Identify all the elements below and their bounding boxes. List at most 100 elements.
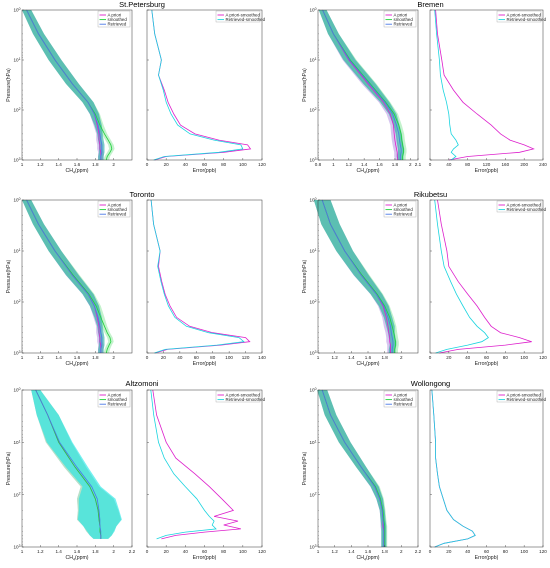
error-x-tick-label: 0 [429,549,432,554]
error-legend-label: A priori-smoothed [226,12,261,17]
station-title: Wollongong [411,379,450,388]
error-legend-label: Retrieved-smoothed [507,17,547,22]
error-line-apriori-smoothed [435,9,535,161]
profile-y-tick-label: 102 [13,492,20,498]
profile-x-tick-label: 1.4 [55,162,62,167]
error-x-tick-label: 20 [446,355,452,360]
error-legend-box [215,390,261,403]
profile-x-tick-label: 2.1 [415,162,422,167]
band-retrieved [318,10,405,160]
profile-x-tick-label: 1.2 [331,355,338,360]
profile-legend-label: smoothed [394,17,414,22]
profile-y-tick-label: 100 [309,387,316,393]
profile-y-tick-label: 100 [309,7,316,13]
station-title: Altzomoni [126,379,159,388]
profile-y-axis-label: Pressure(hPa) [302,68,308,102]
profile-y-tick-label: 103 [309,157,316,163]
station-panel-bremen: Bremen 0.8 1 1.2 1.4 1.6 1.8 2 2.1 100 101 102 103 CH… [302,0,547,174]
profile-x-tick-label: 1.4 [361,162,368,167]
profile-x-tick-label: 1.2 [37,549,44,554]
error-line-retrieved-smoothed [431,389,476,548]
profile-legend-label: Retrieved [394,212,413,217]
profile-y-axis-label: Pressure(hPa) [6,452,12,486]
profile-legend-label: A priori [394,12,408,17]
profile-legend-label: smoothed [394,397,414,402]
error-legend-label: A priori-smoothed [226,392,261,397]
profile-x-tick-label: 2 [400,355,403,360]
profile-x-tick-label: 1.2 [331,549,338,554]
error-x-tick-label: 40 [446,162,452,167]
line-retrieved [26,9,103,160]
error-x-tick-label: 100 [239,162,247,167]
profile-legend-label: A priori [108,202,122,207]
profile-y-tick-label: 102 [309,299,316,305]
profile-x-tick-label: 2 [409,162,412,167]
error-x-tick-label: 0 [429,355,432,360]
error-x-tick-label: 0 [146,549,149,554]
band-retrieved [22,200,105,353]
profile-legend-label: A priori [108,12,122,17]
band-retrieved [317,390,387,547]
profile-x-axis-label: CH4(ppm) [356,361,379,367]
profile-x-tick-label: 1.2 [37,162,44,167]
profile-y-tick-label: 102 [13,299,20,305]
error-line-retrieved-smoothed [150,389,217,540]
line-retrieved [35,389,102,539]
line-apriori [322,9,399,161]
error-line-retrieved-smoothed [151,9,244,161]
band-retrieved [313,200,397,353]
error-axes-frame [146,389,263,548]
profile-y-tick-label: 100 [309,197,316,203]
profile-x-tick-label: 1.2 [346,162,353,167]
profile-x-tick-label: 1.8 [92,549,99,554]
error-x-tick-label: 120 [539,355,547,360]
profile-y-tick-label: 103 [13,157,20,163]
error-x-tick-label: 0 [146,355,149,360]
error-x-axis-label: Error(ppb) [475,361,499,367]
error-x-tick-label: 60 [484,355,490,360]
profile-x-tick-label: 1.8 [392,162,399,167]
profile-y-tick-label: 103 [13,544,20,550]
profile-x-tick-label: 2.2 [415,549,422,554]
error-x-axis-label: Error(ppb) [193,168,217,174]
profile-x-tick-label: 1 [21,162,24,167]
station-title: Bremen [417,0,443,9]
profile-legend-label: Retrieved [394,402,413,407]
profile-y-axis-label: Pressure(hPa) [6,260,12,294]
error-legend-box [496,390,542,403]
station-title: Rikubetsu [414,190,447,199]
profile-legend-label: A priori [108,392,122,397]
error-x-tick-label: 140 [258,355,266,360]
profile-legend-label: A priori [394,202,408,207]
error-legend-label: A priori-smoothed [507,392,542,397]
profile-x-tick-label: 1.6 [74,549,81,554]
profile-y-tick-label: 103 [309,350,316,356]
line-retrieved [321,389,385,547]
error-x-tick-label: 120 [258,162,266,167]
profile-x-tick-label: 1 [317,355,320,360]
station-panel-toronto: Toronto 1 1.2 1.4 1.6 1.8 2 100 101 102 103 CH4(ppm… [6,190,266,367]
error-legend-label: A priori-smoothed [507,202,542,207]
profile-x-tick-label: 1 [332,162,335,167]
profile-y-tick-label: 103 [13,350,20,356]
profile-y-tick-label: 101 [309,248,316,254]
line-retrieved [322,9,402,160]
error-x-tick-label: 0 [429,162,432,167]
profile-y-tick-label: 101 [309,57,316,63]
error-x-axis-label: Error(ppb) [475,168,499,174]
error-line-apriori-smoothed [437,199,532,354]
profile-x-tick-label: 1.4 [55,355,62,360]
error-x-tick-label: 40 [183,162,189,167]
profile-x-tick-label: 1.8 [92,355,99,360]
error-legend-label: Retrieved-smoothed [226,397,266,402]
profile-x-tick-label: 1 [317,549,320,554]
profile-y-tick-label: 101 [309,439,316,445]
profile-legend-label: Retrieved [108,402,127,407]
profile-x-tick-label: 2 [400,549,403,554]
profile-x-tick-label: 2 [112,355,115,360]
error-legend-label: Retrieved-smoothed [226,17,266,22]
error-legend-box [215,10,261,23]
profile-x-tick-label: 1 [21,549,24,554]
error-legend-box [496,200,542,213]
